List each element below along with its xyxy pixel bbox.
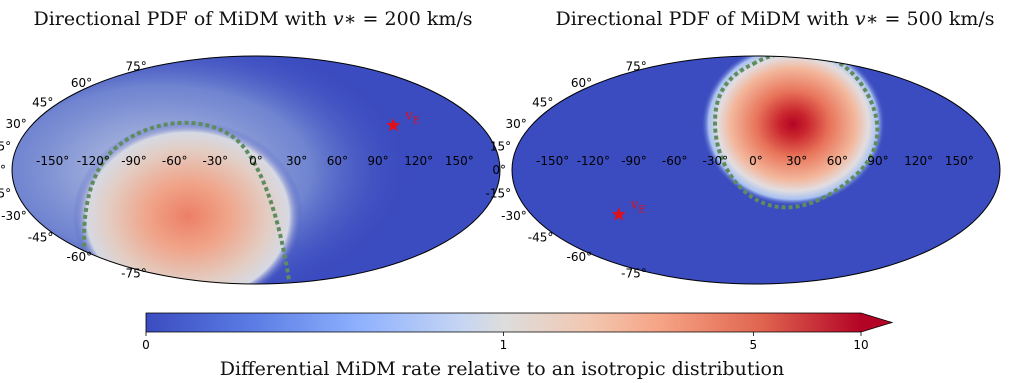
panel-2-title-prefix: Directional PDF of MiDM with	[555, 8, 854, 30]
latitude-tick-label: 60°	[571, 76, 592, 90]
panel-2-title: Directional PDF of MiDM with v∗ = 500 km…	[555, 8, 994, 30]
longitude-tick-label: 120°	[904, 154, 933, 168]
latitude-tick-label: 15°	[0, 140, 11, 154]
mollweide-panel-1: vE -150° -120° -90° -60° -30° 0° 30° 60° 90° 120° 1…	[0, 55, 501, 285]
colorbar-extend-arrow	[861, 313, 892, 332]
latitude-tick-label: 75°	[625, 60, 646, 74]
longitude-tick-label: -60°	[662, 154, 688, 168]
latitude-tick-label: 45°	[32, 96, 53, 110]
latitude-tick-label: -75°	[621, 266, 647, 280]
colorbar-gradient	[146, 313, 861, 332]
panel-1-title-suffix: = 200 km/s	[357, 8, 473, 30]
longitude-tick-label: -90°	[121, 154, 147, 168]
longitude-tick-label: 30°	[286, 154, 307, 168]
longitude-tick-label: -150°	[536, 154, 569, 168]
mollweide-panel-2: vE -150° -120° -90° -60° -30° 0° 30° 60° 90° 120° 1…	[486, 55, 1001, 285]
latitude-tick-label: 0°	[0, 163, 6, 177]
colorbar-tick-label: 1	[500, 338, 508, 352]
latitude-tick-label: 45°	[532, 96, 553, 110]
longitude-tick-label: -120°	[77, 154, 110, 168]
panel-1-title-prefix: Directional PDF of MiDM with	[33, 8, 332, 30]
colorbar: 0 1 5 10 Differential MiDM rate relative to…	[142, 312, 894, 380]
panel-2-title-var: v∗	[855, 8, 879, 30]
colorbar-tick-label: 0	[142, 338, 150, 352]
panel-1-title-var: v∗	[333, 8, 357, 30]
latitude-tick-label: -30°	[1, 209, 27, 223]
longitude-tick-label: 60°	[827, 154, 848, 168]
colorbar-tick-label: 5	[750, 338, 758, 352]
latitude-tick-label: 30°	[506, 117, 527, 131]
sky-map-outline	[511, 55, 1001, 285]
latitude-tick-label: -45°	[28, 230, 54, 244]
latitude-tick-label: -75°	[121, 266, 147, 280]
latitude-tick-label: -15°	[486, 186, 512, 200]
latitude-tick-label: 60°	[71, 76, 92, 90]
longitude-tick-label: 0°	[749, 154, 763, 168]
latitude-tick-label: -60°	[566, 250, 592, 264]
colorbar-ticks: 0 1 5 10	[142, 332, 869, 352]
longitude-tick-label: -120°	[577, 154, 610, 168]
earth-velocity-star-icon	[611, 207, 626, 221]
contour-level-1	[713, 56, 880, 210]
earth-velocity-label: vE	[404, 108, 420, 126]
rate-peak-region	[701, 56, 886, 206]
longitude-tick-label: 90°	[367, 154, 388, 168]
longitude-tick-label: -90°	[621, 154, 647, 168]
longitude-tick-label: 150°	[945, 154, 974, 168]
colorbar-outline	[145, 312, 894, 333]
longitude-tick-label: -150°	[36, 154, 69, 168]
rate-peak-region	[72, 121, 303, 284]
latitude-tick-label: 15°	[490, 140, 511, 154]
latitude-tick-label: -60°	[66, 250, 92, 264]
earth-velocity-label: vE	[630, 198, 646, 216]
longitude-tick-label: 90°	[867, 154, 888, 168]
longitude-tick-label: 60°	[327, 154, 348, 168]
latitude-tick-label: 75°	[125, 60, 146, 74]
latitude-tick-label: 0°	[492, 163, 506, 177]
longitude-tick-label: 120°	[404, 154, 433, 168]
latitude-tick-label: -45°	[528, 230, 554, 244]
panel-2-title-suffix: = 500 km/s	[879, 8, 995, 30]
latitude-tick-label: 30°	[6, 117, 27, 131]
longitude-tick-label: -30°	[203, 154, 229, 168]
colorbar-tick-label: 10	[853, 338, 868, 352]
longitude-tick-label: 150°	[445, 154, 474, 168]
latitude-tick-label: -15°	[0, 186, 11, 200]
panel-1-title: Directional PDF of MiDM with v∗ = 200 km…	[33, 8, 472, 30]
longitude-tick-label: 0°	[249, 154, 263, 168]
longitude-tick-label: 30°	[786, 154, 807, 168]
longitude-tick-label: -30°	[703, 154, 729, 168]
latitude-tick-label: -30°	[501, 209, 527, 223]
sky-map-outline	[11, 55, 501, 285]
earth-velocity-star-icon	[386, 117, 401, 132]
longitude-tick-label: -60°	[162, 154, 188, 168]
colorbar-label: Differential MiDM rate relative to an is…	[220, 358, 784, 380]
